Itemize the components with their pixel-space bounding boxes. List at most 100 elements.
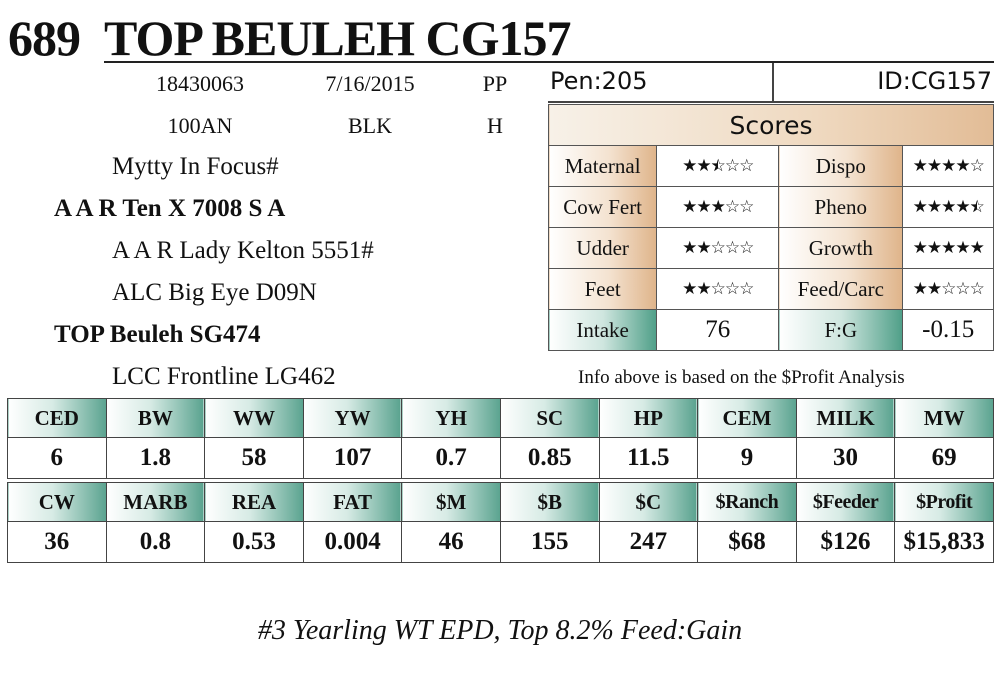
score-label-growth: Growth <box>778 227 904 269</box>
star-full-icon: ★ <box>941 238 956 258</box>
epd-value: 11.5 <box>598 437 699 479</box>
star-full-icon: ★ <box>926 156 942 176</box>
star-full-icon: ★ <box>912 279 928 299</box>
epd-value-row: 6 1.8 58 107 0.7 0.85 11.5 9 30 69 <box>7 437 994 479</box>
id-label: ID:CG157 <box>877 67 992 95</box>
scores-table: Scores Maternal ★★☆ ★ ☆☆ Dispo ★★★★☆ Cow F… <box>547 104 994 351</box>
lot-number: 689 <box>8 10 81 66</box>
epd-header: CED <box>7 398 107 438</box>
epd-value: 0.8 <box>105 521 206 563</box>
epd-value: 0.7 <box>401 437 501 479</box>
star-rating-udder: ★★☆☆☆ <box>656 227 780 269</box>
star-empty-icon: ☆ <box>739 197 754 217</box>
star-full-icon: ★ <box>941 156 956 176</box>
star-empty-icon: ☆ <box>739 279 754 299</box>
star-full-icon: ★ <box>955 238 970 258</box>
registration-type: PP <box>482 71 508 96</box>
star-empty-icon: ☆ <box>739 156 754 176</box>
epd-value: 46 <box>401 521 501 563</box>
title-underline <box>104 61 994 63</box>
epd-value: 1.8 <box>105 437 206 479</box>
feed-gain-label: F:G <box>778 309 904 351</box>
epd-value: 247 <box>598 521 699 563</box>
star-full-icon: ★ <box>955 197 970 217</box>
star-rating-growth: ★★★★★ <box>902 227 994 269</box>
epd-header: YH <box>401 398 501 438</box>
epd-value: 9 <box>697 437 797 479</box>
star-full-icon: ★ <box>926 279 942 299</box>
star-empty-icon: ☆ <box>724 279 740 299</box>
star-half-icon: ☆ ★ <box>969 197 985 217</box>
epd-header: HP <box>598 398 699 438</box>
score-label-maternal: Maternal <box>547 145 658 187</box>
intake-label: Intake <box>547 309 658 351</box>
star-rating-pheno: ★★★★☆ ★ <box>902 186 994 228</box>
epd-value: $15,833 <box>894 521 994 563</box>
star-full-icon: ★ <box>912 197 928 217</box>
star-full-icon: ★ <box>682 197 697 217</box>
star-empty-icon: ☆ <box>724 238 740 258</box>
star-empty-icon: ☆ <box>710 279 726 299</box>
epd-value: 0.85 <box>499 437 600 479</box>
score-label-feed-carc: Feed/Carc <box>778 268 904 310</box>
star-empty-icon: ☆ <box>710 238 726 258</box>
epd-value: 36 <box>7 521 107 563</box>
epd-header: BW <box>105 398 206 438</box>
sex: H <box>487 113 503 138</box>
star-half-icon: ☆ ★ <box>710 156 726 176</box>
score-label-udder: Udder <box>547 227 658 269</box>
star-full-icon: ★ <box>696 197 711 217</box>
star-full-icon: ★ <box>912 156 928 176</box>
epd-header: MARB <box>105 482 206 522</box>
star-full-icon: ★ <box>969 238 985 258</box>
star-empty-icon: ☆ <box>969 156 985 176</box>
epd-header: $C <box>598 482 699 522</box>
epd-header: CEM <box>697 398 797 438</box>
epd-value: 155 <box>499 521 600 563</box>
intake-value: 76 <box>656 309 780 351</box>
pedigree-sire-sire: Mytty In Focus# <box>112 153 279 180</box>
scores-title: Scores <box>548 104 994 146</box>
score-label-dispo: Dispo <box>778 145 904 187</box>
epd-header-row: CED BW WW YW YH SC HP CEM MILK MW <box>7 398 994 438</box>
star-empty-icon: ☆ <box>941 279 956 299</box>
profit-analysis-note: Info above is based on the $Profit Analy… <box>578 367 905 388</box>
epd-header: REA <box>204 482 304 522</box>
star-full-icon: ★ <box>926 238 942 258</box>
pen-id-divider <box>772 63 774 101</box>
epd-value-row: 36 0.8 0.53 0.004 46 155 247 $68 $126 $1… <box>7 521 994 563</box>
epd-value: $68 <box>697 521 797 563</box>
epd-header: $M <box>401 482 501 522</box>
epd-table-top: CED BW WW YW YH SC HP CEM MILK MW 6 1.8 … <box>7 398 994 479</box>
animal-name: TOP BEULEH CG157 <box>104 10 572 66</box>
epd-header: YW <box>302 398 403 438</box>
epd-value: $126 <box>795 521 896 563</box>
score-label-pheno: Pheno <box>778 186 904 228</box>
epd-value: 30 <box>795 437 896 479</box>
star-full-icon: ★ <box>710 197 726 217</box>
star-full-icon: ★ <box>682 156 697 176</box>
star-rating-feed-carc: ★★☆☆☆ <box>902 268 994 310</box>
score-label-cow-fert: Cow Fert <box>547 186 658 228</box>
epd-header: $B <box>499 482 600 522</box>
star-full-icon: ★ <box>912 238 928 258</box>
epd-header: FAT <box>302 482 403 522</box>
registration-number: 18430063 <box>156 71 244 96</box>
star-empty-icon: ☆ <box>969 279 985 299</box>
epd-value: 0.53 <box>204 521 304 563</box>
epd-header: $Feeder <box>795 482 896 522</box>
star-full-icon: ★ <box>941 197 956 217</box>
star-rating-maternal: ★★☆ ★ ☆☆ <box>656 145 780 187</box>
star-empty-icon: ☆ <box>955 279 970 299</box>
pen-id-header: Pen:205 ID:CG157 <box>548 63 994 103</box>
epd-header: $Ranch <box>697 482 797 522</box>
footer-highlight: #3 Yearling WT EPD, Top 8.2% Feed:Gain <box>257 615 743 646</box>
epd-header: MILK <box>795 398 896 438</box>
star-full-icon: ★ <box>955 156 970 176</box>
star-rating-dispo: ★★★★☆ <box>902 145 994 187</box>
pedigree-dam: TOP Beuleh SG474 <box>54 321 261 348</box>
pedigree-dam-sire: ALC Big Eye D09N <box>112 279 317 306</box>
epd-header: SC <box>499 398 600 438</box>
pedigree-sire-dam: A A R Lady Kelton 5551# <box>112 237 374 264</box>
epd-value: 0.004 <box>302 521 403 563</box>
